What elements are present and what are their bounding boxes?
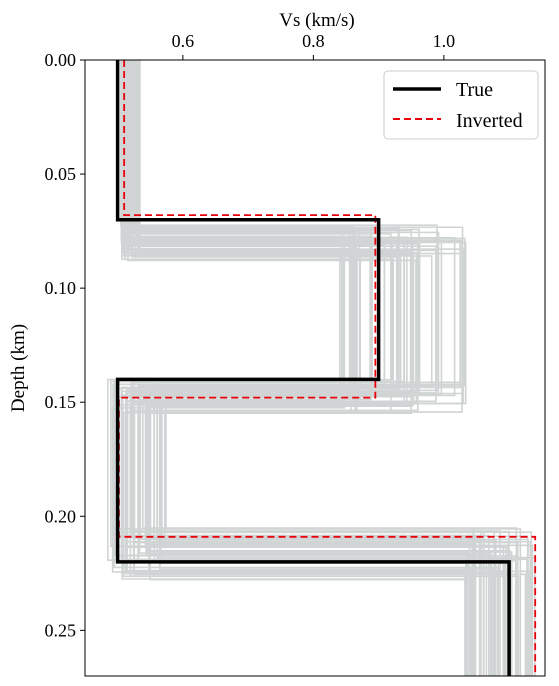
y-axis-ticks: 0.00 0.05 0.10 0.15 0.20 0.25 bbox=[45, 50, 85, 640]
ensemble-model-line bbox=[124, 60, 476, 676]
ensemble-model-line bbox=[129, 60, 501, 676]
inverted-profile-line bbox=[118, 60, 537, 676]
ensemble-model-line bbox=[132, 60, 477, 676]
profile-lines bbox=[115, 60, 537, 676]
ensemble-model-line bbox=[127, 60, 474, 676]
legend: True Inverted bbox=[383, 70, 539, 140]
ensemble-model-line bbox=[122, 60, 520, 676]
y-tick-label: 0.10 bbox=[45, 278, 77, 298]
ensemble-model-line bbox=[122, 60, 509, 676]
ensemble-model-line bbox=[122, 60, 481, 676]
ensemble-model-line bbox=[137, 60, 510, 676]
y-tick-label: 0.20 bbox=[45, 506, 77, 526]
y-tick-label: 0.05 bbox=[45, 164, 77, 184]
ensemble-model-line bbox=[129, 60, 471, 676]
x-tick-label: 1.0 bbox=[433, 31, 456, 51]
ensemble-model-line bbox=[107, 60, 500, 676]
ensemble-model-line bbox=[126, 60, 509, 676]
ensemble-model-line bbox=[133, 60, 519, 676]
x-axis-ticks: 0.6 0.8 1.0 bbox=[172, 31, 455, 60]
ensemble-model-line bbox=[124, 60, 475, 676]
y-axis-title: Depth (km) bbox=[8, 324, 29, 412]
legend-true-label: True bbox=[456, 79, 493, 101]
ensemble-model-line bbox=[136, 60, 505, 676]
legend-inverted-label: Inverted bbox=[456, 110, 523, 132]
ensemble-model-line bbox=[121, 60, 511, 676]
y-tick-label: 0.00 bbox=[45, 50, 77, 70]
ensemble-models bbox=[107, 60, 536, 676]
ensemble-model-line bbox=[113, 60, 482, 676]
ensemble-model-line bbox=[128, 60, 512, 676]
y-tick-label: 0.25 bbox=[45, 620, 77, 640]
ensemble-model-line bbox=[129, 60, 513, 676]
ensemble-model-line bbox=[114, 60, 517, 676]
x-axis-title: Vs (km/s) bbox=[279, 10, 354, 31]
ensemble-model-line bbox=[124, 60, 518, 676]
ensemble-model-line bbox=[125, 60, 475, 676]
x-tick-label: 0.8 bbox=[302, 31, 325, 51]
plot-frame bbox=[84, 59, 546, 677]
ensemble-model-line bbox=[128, 60, 485, 676]
ensemble-model-line bbox=[120, 60, 488, 676]
ensemble-model-line bbox=[114, 60, 493, 676]
ensemble-model-line bbox=[120, 60, 517, 676]
ensemble-model-line bbox=[123, 60, 512, 676]
ensemble-model-line bbox=[130, 60, 496, 676]
y-tick-label: 0.15 bbox=[45, 392, 77, 412]
x-tick-label: 0.6 bbox=[172, 31, 195, 51]
ensemble-model-line bbox=[125, 60, 509, 676]
true-profile-line bbox=[115, 60, 511, 676]
ensemble-model-line bbox=[129, 60, 476, 676]
ensemble-model-line bbox=[124, 60, 507, 676]
ensemble-model-line bbox=[126, 60, 506, 676]
ensemble-model-line bbox=[110, 60, 485, 676]
ensemble-model-line bbox=[113, 60, 499, 676]
